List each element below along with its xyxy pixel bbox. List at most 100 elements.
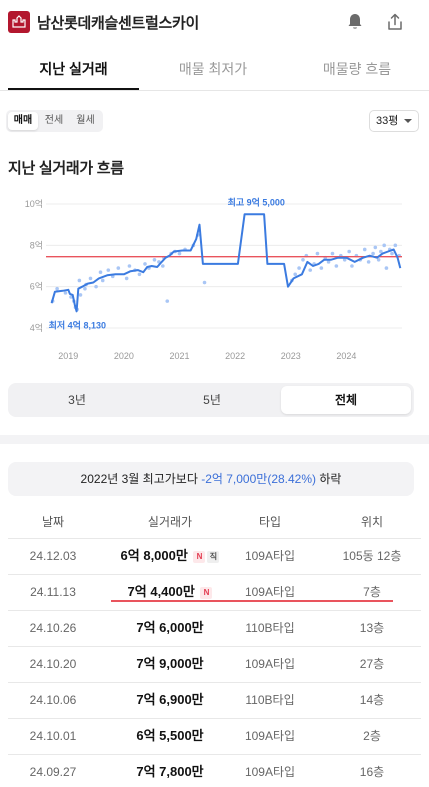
data-point [165, 299, 170, 303]
data-point [55, 286, 59, 291]
data-point [77, 278, 82, 283]
data-point [301, 258, 305, 262]
row-type: 110B타입 [245, 693, 295, 707]
range-3y[interactable]: 3년 [68, 393, 86, 407]
row-date: 24.10.06 [29, 693, 77, 707]
section-divider [0, 435, 429, 444]
data-point [94, 284, 98, 289]
deal-type-jeonse[interactable]: 전세 [44, 115, 64, 126]
direct-deal-badge: 직 [207, 551, 220, 563]
data-point [127, 264, 132, 268]
highlight-underline [111, 600, 393, 602]
data-point [347, 249, 351, 254]
header-price: 실거래가 [147, 515, 193, 529]
bell-icon[interactable] [345, 12, 365, 32]
price-compare-banner: 2022년 3월 최고가보다 -2억 7,000만(28.42%) 하락 [8, 462, 414, 496]
data-point [202, 280, 207, 285]
row-date: 24.10.26 [29, 621, 77, 635]
max-price-label: 최고 9억 5,000 [228, 196, 285, 207]
data-point [382, 243, 387, 248]
share-icon[interactable] [385, 12, 405, 32]
data-point [334, 264, 339, 268]
new-badge: N [200, 587, 213, 599]
row-price-cell: 7억 4,400만 N [100, 574, 240, 610]
data-point [315, 251, 320, 256]
row-floor: 7층 [363, 585, 381, 599]
deal-type-monthly[interactable]: 월세 [76, 115, 95, 126]
y-tick-label: 8억 [30, 239, 43, 250]
tab-past-deals[interactable]: 지난 실거래 [39, 61, 108, 77]
y-tick-label: 6억 [30, 281, 43, 292]
data-point [330, 251, 335, 256]
data-point [350, 264, 354, 268]
data-point [362, 247, 367, 252]
row-price: 6억 5,500만 [136, 728, 204, 743]
data-point [342, 258, 347, 262]
price-trend-chart: 10억 8억 6억 4억 2019 2020 2021 2022 2023 2024 최고 9억 5… [25, 196, 402, 361]
row-type: 109A타입 [244, 765, 296, 779]
data-point [177, 251, 182, 256]
table-row[interactable]: 24.10.20 7억 9,000만 109A타입 27층 [0, 646, 429, 682]
data-point [137, 272, 142, 277]
data-point [366, 260, 371, 264]
data-point [371, 251, 375, 256]
tab-lowest-listings[interactable]: 매물 최저가 [178, 61, 248, 77]
data-point [78, 293, 83, 297]
price-line [50, 213, 402, 313]
row-type: 109A타입 [244, 549, 296, 563]
data-point [379, 249, 383, 254]
data-point [319, 266, 324, 270]
data-point [161, 264, 165, 268]
row-date: 24.09.27 [29, 765, 77, 779]
row-price: 6억 8,000만 [120, 548, 188, 563]
table-divider [8, 754, 421, 755]
table-divider [8, 718, 421, 719]
data-point [98, 270, 103, 274]
header-type: 타입 [258, 515, 282, 529]
table-row[interactable]: 24.09.27 7억 7,800만 109A타입 16층 [0, 754, 429, 787]
compare-diff: -2억 7,000만(28.42%) [201, 472, 317, 486]
table-row[interactable]: 24.11.13 7억 4,400만 N 109A타입 7층 [0, 574, 429, 610]
new-badge: N [193, 551, 206, 563]
data-point [384, 266, 389, 270]
data-point [116, 266, 121, 270]
tab-listing-volume[interactable]: 매물량 흐름 [322, 61, 392, 77]
range-5y[interactable]: 5년 [203, 393, 221, 407]
data-point [83, 286, 87, 291]
data-point [293, 272, 298, 277]
header-date: 날짜 [41, 515, 65, 529]
x-tick-label: 2020 [114, 351, 134, 361]
table-row[interactable]: 24.10.01 6억 5,500만 109A타입 2층 [0, 718, 429, 754]
data-point [69, 295, 73, 299]
page-title: 남산롯데캐슬센트럴스카이 [37, 15, 200, 32]
size-dropdown[interactable]: 33평 [369, 110, 419, 132]
deals-table-header: 날짜 실거래가 타입 위치 [0, 508, 429, 536]
compare-suffix: 하락 [316, 472, 342, 486]
table-row[interactable]: 24.10.06 7억 6,900만 110B타입 14층 [0, 682, 429, 718]
x-tick-label: 2024 [336, 351, 356, 361]
x-tick-label: 2021 [169, 351, 189, 361]
row-type: 109A타입 [244, 585, 296, 599]
data-point [100, 278, 105, 283]
row-price: 7억 9,000만 [136, 656, 204, 671]
row-price: 7억 6,000만 [136, 620, 204, 635]
data-point [373, 245, 378, 250]
y-tick-label: 10억 [25, 198, 43, 209]
data-point [393, 243, 398, 248]
castle-logo-icon [8, 11, 30, 33]
range-all[interactable]: 전체 [281, 386, 411, 414]
data-point [63, 291, 68, 295]
row-type: 109A타입 [244, 729, 296, 743]
row-type: 110B타입 [245, 621, 295, 635]
table-divider [8, 574, 421, 575]
compare-prefix: 2022년 3월 최고가보다 [80, 472, 202, 486]
table-row[interactable]: 24.10.26 7억 6,000만 110B타입 13층 [0, 610, 429, 646]
deal-type-sale[interactable]: 매매 [8, 112, 38, 130]
row-floor: 16층 [359, 765, 385, 779]
data-point [326, 260, 331, 264]
table-divider [8, 538, 421, 539]
row-date: 24.10.20 [29, 657, 77, 671]
row-date: 24.12.03 [29, 549, 77, 563]
deal-type-selector: 매매 전세 월세 [6, 110, 103, 132]
